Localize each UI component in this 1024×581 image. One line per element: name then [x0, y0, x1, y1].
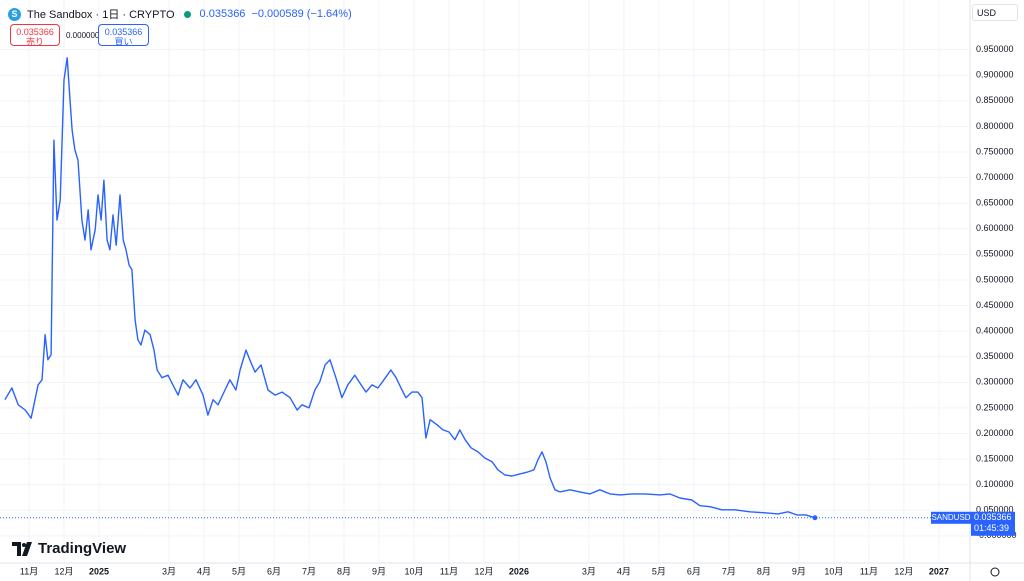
x-tick-label: 12月	[474, 566, 493, 576]
buy-button[interactable]: 0.035366 買い	[98, 24, 149, 47]
x-tick-label: 6月	[687, 566, 701, 576]
x-tick-label: 3月	[582, 566, 596, 576]
x-tick-label: 12月	[894, 566, 913, 576]
brand: TradingView	[12, 540, 126, 557]
x-tick-label: 4月	[197, 566, 211, 576]
brand-name: TradingView	[38, 540, 127, 557]
x-tick-label: 11月	[860, 566, 878, 576]
x-tick-label: 3月	[162, 566, 176, 576]
x-tick-label: 9月	[792, 566, 806, 576]
y-tick-label: 0.350000	[976, 351, 1014, 361]
sell-label: 売り	[25, 37, 44, 47]
last-point	[812, 515, 818, 521]
x-tick-label: 8月	[757, 566, 771, 576]
series-label-box	[931, 511, 971, 524]
buy-price: 0.035366	[104, 27, 143, 37]
x-tick-label: 12月	[55, 566, 74, 576]
y-tick-label: 0.550000	[976, 249, 1014, 259]
currency-select[interactable]: USD	[972, 4, 1018, 21]
y-tick-label: 0.100000	[976, 479, 1014, 489]
y-tick-label: 0.900000	[976, 70, 1014, 80]
price: 0.035366	[199, 8, 246, 20]
change: −0.000589 (−1.64%)	[251, 8, 352, 20]
x-tick-label: 5月	[232, 566, 246, 576]
price-line	[4, 57, 816, 519]
brand-icon	[12, 541, 32, 556]
y-tick-label: 0.200000	[976, 428, 1014, 438]
x-tick-label: 4月	[617, 566, 631, 576]
y-tick-label: 0.400000	[976, 326, 1014, 336]
y-tick-label: 0.050000	[976, 505, 1014, 515]
x-tick-label: 11月	[440, 566, 458, 576]
y-tick-label: 0.950000	[976, 44, 1014, 54]
x-tick-label: 7月	[302, 566, 316, 576]
status-dot	[183, 10, 191, 18]
y-tick-label: 0.750000	[976, 146, 1014, 156]
x-tick-label: 2027	[929, 566, 949, 576]
x-tick-label: 9月	[372, 566, 386, 576]
settings-icon[interactable]	[990, 567, 1000, 577]
y-tick-label: 0.450000	[976, 300, 1014, 310]
x-tick-label: 10月	[404, 566, 423, 576]
series-label: SANDUSD	[931, 513, 970, 522]
buy-label: 買い	[114, 37, 133, 47]
y-tick-label: 0.600000	[976, 223, 1014, 233]
x-tick-label: 5月	[652, 566, 666, 576]
x-tick-label: 2026	[509, 566, 529, 576]
x-tick-label: 7月	[722, 566, 736, 576]
header: S The Sandbox · 1日 · CRYPTO 0.035366 −0.…	[8, 6, 352, 22]
sell-button[interactable]: 0.035366 売り	[10, 24, 60, 47]
y-tick-label: 0.800000	[976, 121, 1014, 131]
x-tick-label: 2025	[89, 566, 109, 576]
countdown: 01:45:39	[974, 523, 1009, 533]
y-tick-label: 0.500000	[976, 274, 1014, 284]
sell-price: 0.035366	[16, 27, 54, 37]
x-tick-label: 6月	[267, 566, 281, 576]
y-tick-label: 0.250000	[976, 402, 1014, 412]
y-tick-label: 0.300000	[976, 377, 1014, 387]
x-tick-label: 11月	[20, 566, 38, 576]
x-tick-label: 8月	[337, 566, 351, 576]
y-tick-label: 0.150000	[976, 453, 1014, 463]
y-tick-label: 0.850000	[976, 95, 1014, 105]
y-tick-label: 0.650000	[976, 198, 1014, 208]
price-label: 0.035366	[974, 512, 1012, 522]
y-tick-label: 0.700000	[976, 172, 1014, 182]
spread: 0.000000	[66, 31, 100, 40]
symbol[interactable]: The Sandbox · 1日 · CRYPTO	[27, 9, 175, 21]
price-label-box	[971, 511, 1015, 536]
x-tick-label: 10月	[824, 566, 843, 576]
symbol-logo: S	[8, 7, 21, 21]
